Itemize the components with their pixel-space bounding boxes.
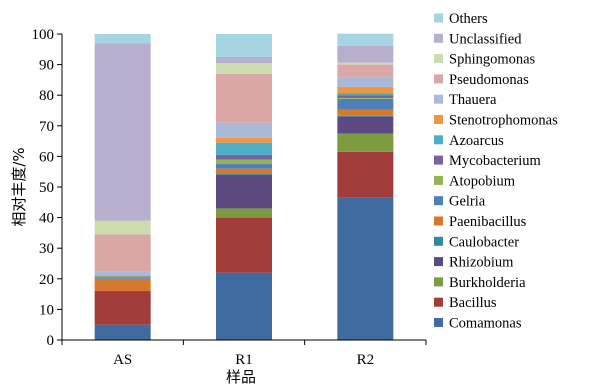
bar-segment [337,151,394,198]
legend-swatch [434,196,443,206]
bar-segment [337,45,394,63]
legend-swatch [434,115,443,124]
legend-label: Comamonas [449,316,522,332]
bar-segment [94,291,151,325]
legend-label: Azoarcus [449,133,504,149]
legend-swatch [434,216,443,226]
bar-segment [94,271,151,276]
y-axis-title: 相对丰度/% [10,147,28,226]
bar-segment [216,164,272,169]
y-tick-label: 40 [39,211,54,227]
bar-segment [216,173,272,175]
bar-segment [216,34,272,57]
legend-swatch [434,318,443,327]
legend-label: Gelria [449,194,486,210]
legend-swatch [434,175,443,185]
x-category-label: R2 [357,352,375,368]
y-tick-label: 80 [39,88,54,104]
legend-label: Caulobacter [449,234,519,250]
y-tick-label: 60 [39,149,54,165]
bar-segment [337,64,394,77]
bar-segment [337,98,394,110]
legend-swatch [434,297,443,307]
legend-label: Rhizobium [449,255,514,271]
bar-segment [337,97,394,99]
y-tick-label: 90 [39,58,54,74]
bar-segment [94,278,151,292]
bar-segment [216,73,272,123]
bar-segment [94,34,151,44]
legend-label: Thauera [449,92,497,108]
bar-segment [216,174,272,209]
bar-segment [337,76,394,87]
bar-segment [216,208,272,218]
bar-segment [94,277,151,279]
bar-segment [216,159,272,165]
bar-segment [337,86,394,94]
y-tick-label: 30 [39,241,54,257]
bar-segment [216,56,272,64]
bars-layer [94,33,394,340]
legend-swatch [434,94,443,104]
bar-segment [337,62,394,65]
legend-label: Atopobium [449,173,516,189]
bar-segment [94,324,151,340]
y-tick-label: 50 [39,180,54,196]
legend-label: Sphingomonas [449,52,536,68]
legend-swatch [434,54,443,64]
bar-segment [216,63,272,74]
bar-segment [337,93,394,96]
y-tick-label: 70 [39,119,54,135]
bar-segment [337,33,394,46]
bar-segment [337,116,394,134]
bar-segment [337,95,394,98]
legend-swatch [434,135,443,145]
bar-segment [94,43,151,221]
legend-label: Burkholderia [449,275,526,291]
legend-label: Others [449,11,488,27]
legend-swatch [434,33,443,43]
legend-swatch [434,155,443,165]
y-tick-label: 100 [32,27,55,43]
bar-segment [94,275,151,277]
bar-segment [216,154,272,160]
bar-segment [94,220,151,235]
bar-segment [216,142,272,155]
y-tick-label: 20 [39,272,54,288]
x-axis-title: 样品 [226,368,256,386]
y-tick-label: 0 [47,333,55,349]
legend-swatch [434,74,443,84]
legend-label: Stenotrophomonas [449,113,558,129]
bar-segment [337,197,394,340]
legend-label: Bacillus [449,295,497,311]
bar-segment [337,109,394,116]
bar-segment [216,122,272,139]
legend-swatch [434,13,443,23]
bar-segment [216,168,272,174]
legend-label: Mycobacterium [449,153,542,169]
bar-segment [216,217,272,273]
axes-layer: 0 10 20 30 40 50 60 70 80 90 100 AS R1 R2 [32,27,427,368]
bar-segment [94,276,151,278]
legend-swatch [434,257,443,267]
bar-segment [216,138,272,143]
legend-label: Paenibacillus [449,214,527,230]
legend-label: Pseudomonas [449,72,529,88]
y-tick-label: 10 [39,302,54,318]
bar-segment [337,115,394,117]
bar-segment [337,133,394,152]
legend-swatch [434,236,443,246]
legend-layer: Others Unclassified Sphingomonas Pseudomona… [434,11,558,332]
bar-segment [216,272,272,340]
x-category-label: AS [113,352,132,368]
x-category-label: R1 [235,352,253,368]
legend-swatch [434,277,443,287]
bar-segment [94,234,151,272]
legend-label: Unclassified [449,31,522,47]
